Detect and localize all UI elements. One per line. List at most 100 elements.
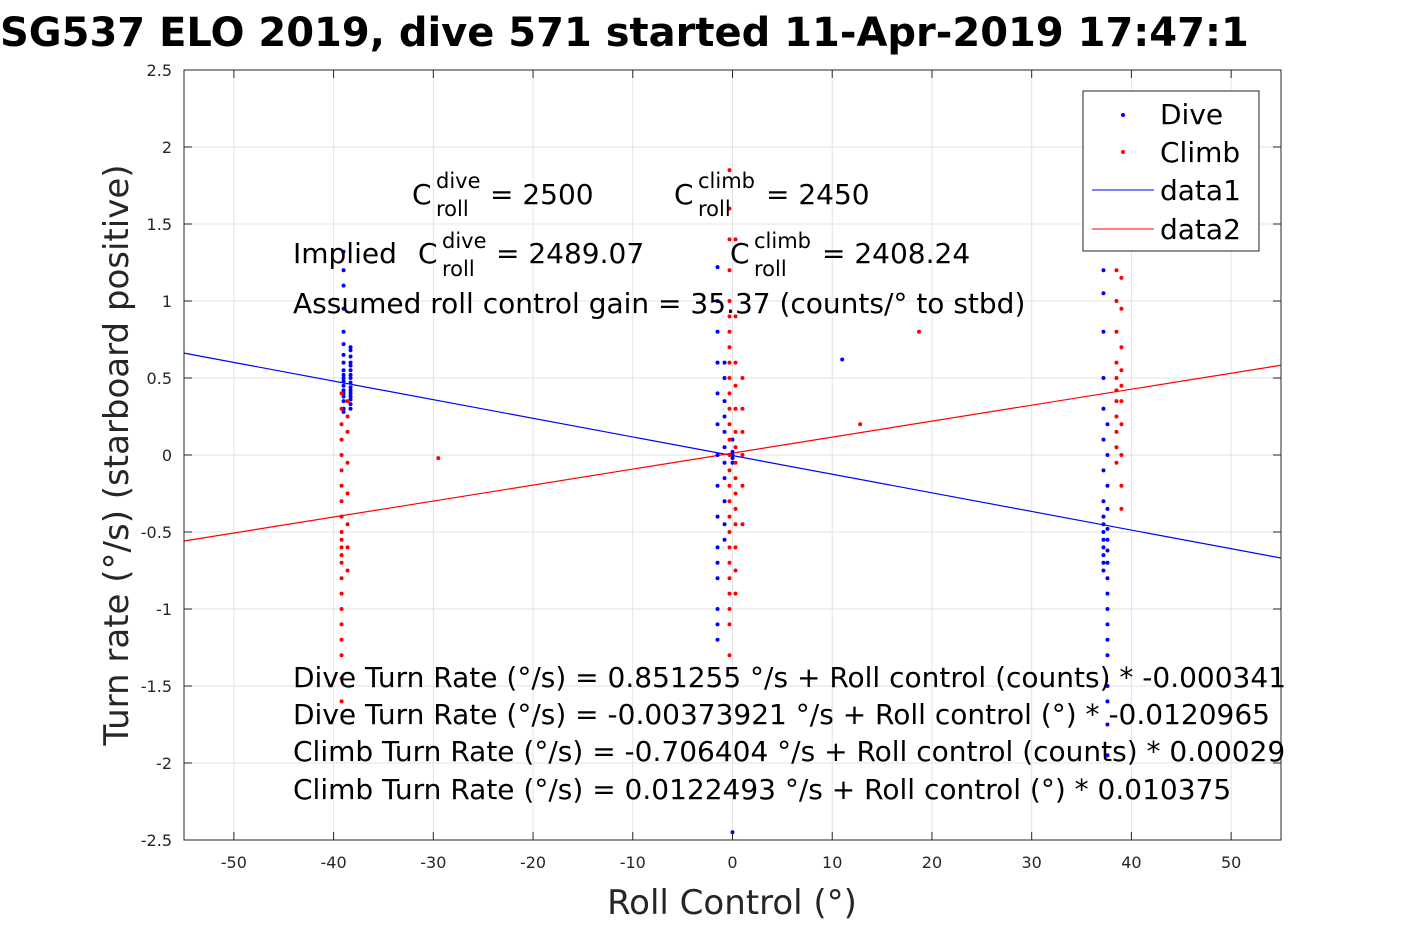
point-climb [733, 406, 738, 411]
implied-dive-sub: roll [442, 257, 475, 281]
point-climb [727, 329, 732, 334]
point-climb [733, 491, 738, 496]
point-climb [1114, 445, 1119, 450]
point-climb [727, 237, 732, 242]
point-dive [348, 406, 353, 411]
point-dive [1105, 560, 1110, 565]
implied-dive-value: = 2489.07 [496, 237, 644, 270]
implied-climb-value: = 2408.24 [822, 237, 970, 270]
point-climb [733, 568, 738, 573]
point-dive [715, 299, 720, 303]
point-climb [733, 237, 738, 242]
point-climb [727, 653, 732, 658]
point-climb [727, 499, 732, 504]
point-climb [345, 460, 350, 465]
point-dive [341, 379, 346, 384]
point-climb [339, 607, 344, 611]
x-tick-label: 30 [1022, 853, 1042, 872]
point-dive [1101, 406, 1106, 411]
point-climb [339, 391, 344, 396]
point-dive [1101, 329, 1106, 334]
legend-marker-dive [1121, 113, 1125, 117]
point-climb [727, 483, 732, 488]
point-climb [733, 545, 738, 550]
point-dive [341, 329, 346, 334]
point-climb [1119, 368, 1124, 373]
point-dive [348, 368, 353, 373]
c-climb-base: C [674, 178, 694, 211]
y-tick-label: -1.5 [141, 677, 172, 696]
point-dive [1105, 506, 1110, 511]
point-dive [730, 460, 735, 465]
point-dive [730, 449, 735, 454]
point-dive [348, 360, 353, 365]
point-climb [339, 406, 344, 411]
point-climb [727, 437, 732, 442]
point-dive [715, 265, 720, 270]
point-dive [722, 537, 727, 542]
point-climb [345, 522, 350, 527]
point-dive [715, 329, 720, 334]
point-dive [1105, 537, 1110, 542]
point-dive [1105, 591, 1110, 596]
point-climb [1114, 268, 1119, 273]
x-tick-label: 40 [1121, 853, 1141, 872]
point-climb [727, 607, 732, 611]
point-climb [1119, 306, 1124, 311]
point-dive [715, 607, 720, 611]
point-climb [733, 476, 738, 481]
point-climb [727, 514, 732, 519]
point-dive [1105, 526, 1110, 531]
point-dive [348, 348, 353, 353]
point-climb [740, 483, 745, 488]
annotation-c-dive: C dive roll = 2500 [412, 169, 594, 221]
point-dive [348, 354, 353, 359]
point-dive [1101, 537, 1106, 542]
point-dive [1101, 530, 1106, 534]
point-climb [733, 429, 738, 434]
legend-box [1082, 90, 1260, 252]
point-climb [727, 168, 732, 173]
legend-marker-climb [1121, 150, 1125, 154]
x-tick-label: -30 [420, 853, 446, 872]
legend-label-climb: Climb [1160, 136, 1240, 169]
point-dive [730, 456, 735, 461]
point-dive [1105, 722, 1110, 727]
point-dive [1105, 453, 1110, 457]
point-climb [339, 545, 344, 550]
point-dive [341, 368, 346, 373]
point-dive [1101, 268, 1106, 273]
point-climb [1114, 376, 1119, 380]
fit-text-dive-degrees: Dive Turn Rate (°/s) = -0.00373921 °/s +… [293, 698, 1270, 731]
y-tick-label: 2 [162, 138, 172, 157]
point-climb [727, 406, 732, 411]
point-dive [1105, 422, 1110, 427]
point-climb [740, 429, 745, 434]
legend-label-dive: Dive [1160, 98, 1223, 131]
c-dive-sup: dive [436, 169, 481, 193]
implied-climb-sup: climb [754, 229, 811, 253]
point-climb [1114, 414, 1119, 419]
x-tick-label: 50 [1221, 853, 1241, 872]
point-climb [1114, 329, 1119, 334]
point-dive [715, 576, 720, 581]
y-tick-label: -1 [156, 600, 172, 619]
point-dive [1101, 560, 1106, 565]
point-dive [715, 514, 720, 519]
point-climb [727, 545, 732, 550]
annotation-implied-climb: C climb roll = 2408.24 [730, 229, 970, 281]
point-climb [858, 422, 863, 427]
point-dive [722, 429, 727, 434]
point-climb [1119, 383, 1124, 388]
point-climb [436, 456, 441, 461]
point-climb [727, 206, 732, 211]
point-climb [339, 576, 344, 581]
chart-title: SG537 ELO 2019, dive 571 started 11-Apr-… [0, 10, 1249, 56]
x-axis-label: Roll Control (°) [607, 883, 857, 923]
point-dive [715, 637, 720, 642]
point-climb [339, 553, 344, 558]
x-tick-label: -10 [620, 853, 646, 872]
point-dive [722, 414, 727, 419]
point-dive [722, 476, 727, 481]
